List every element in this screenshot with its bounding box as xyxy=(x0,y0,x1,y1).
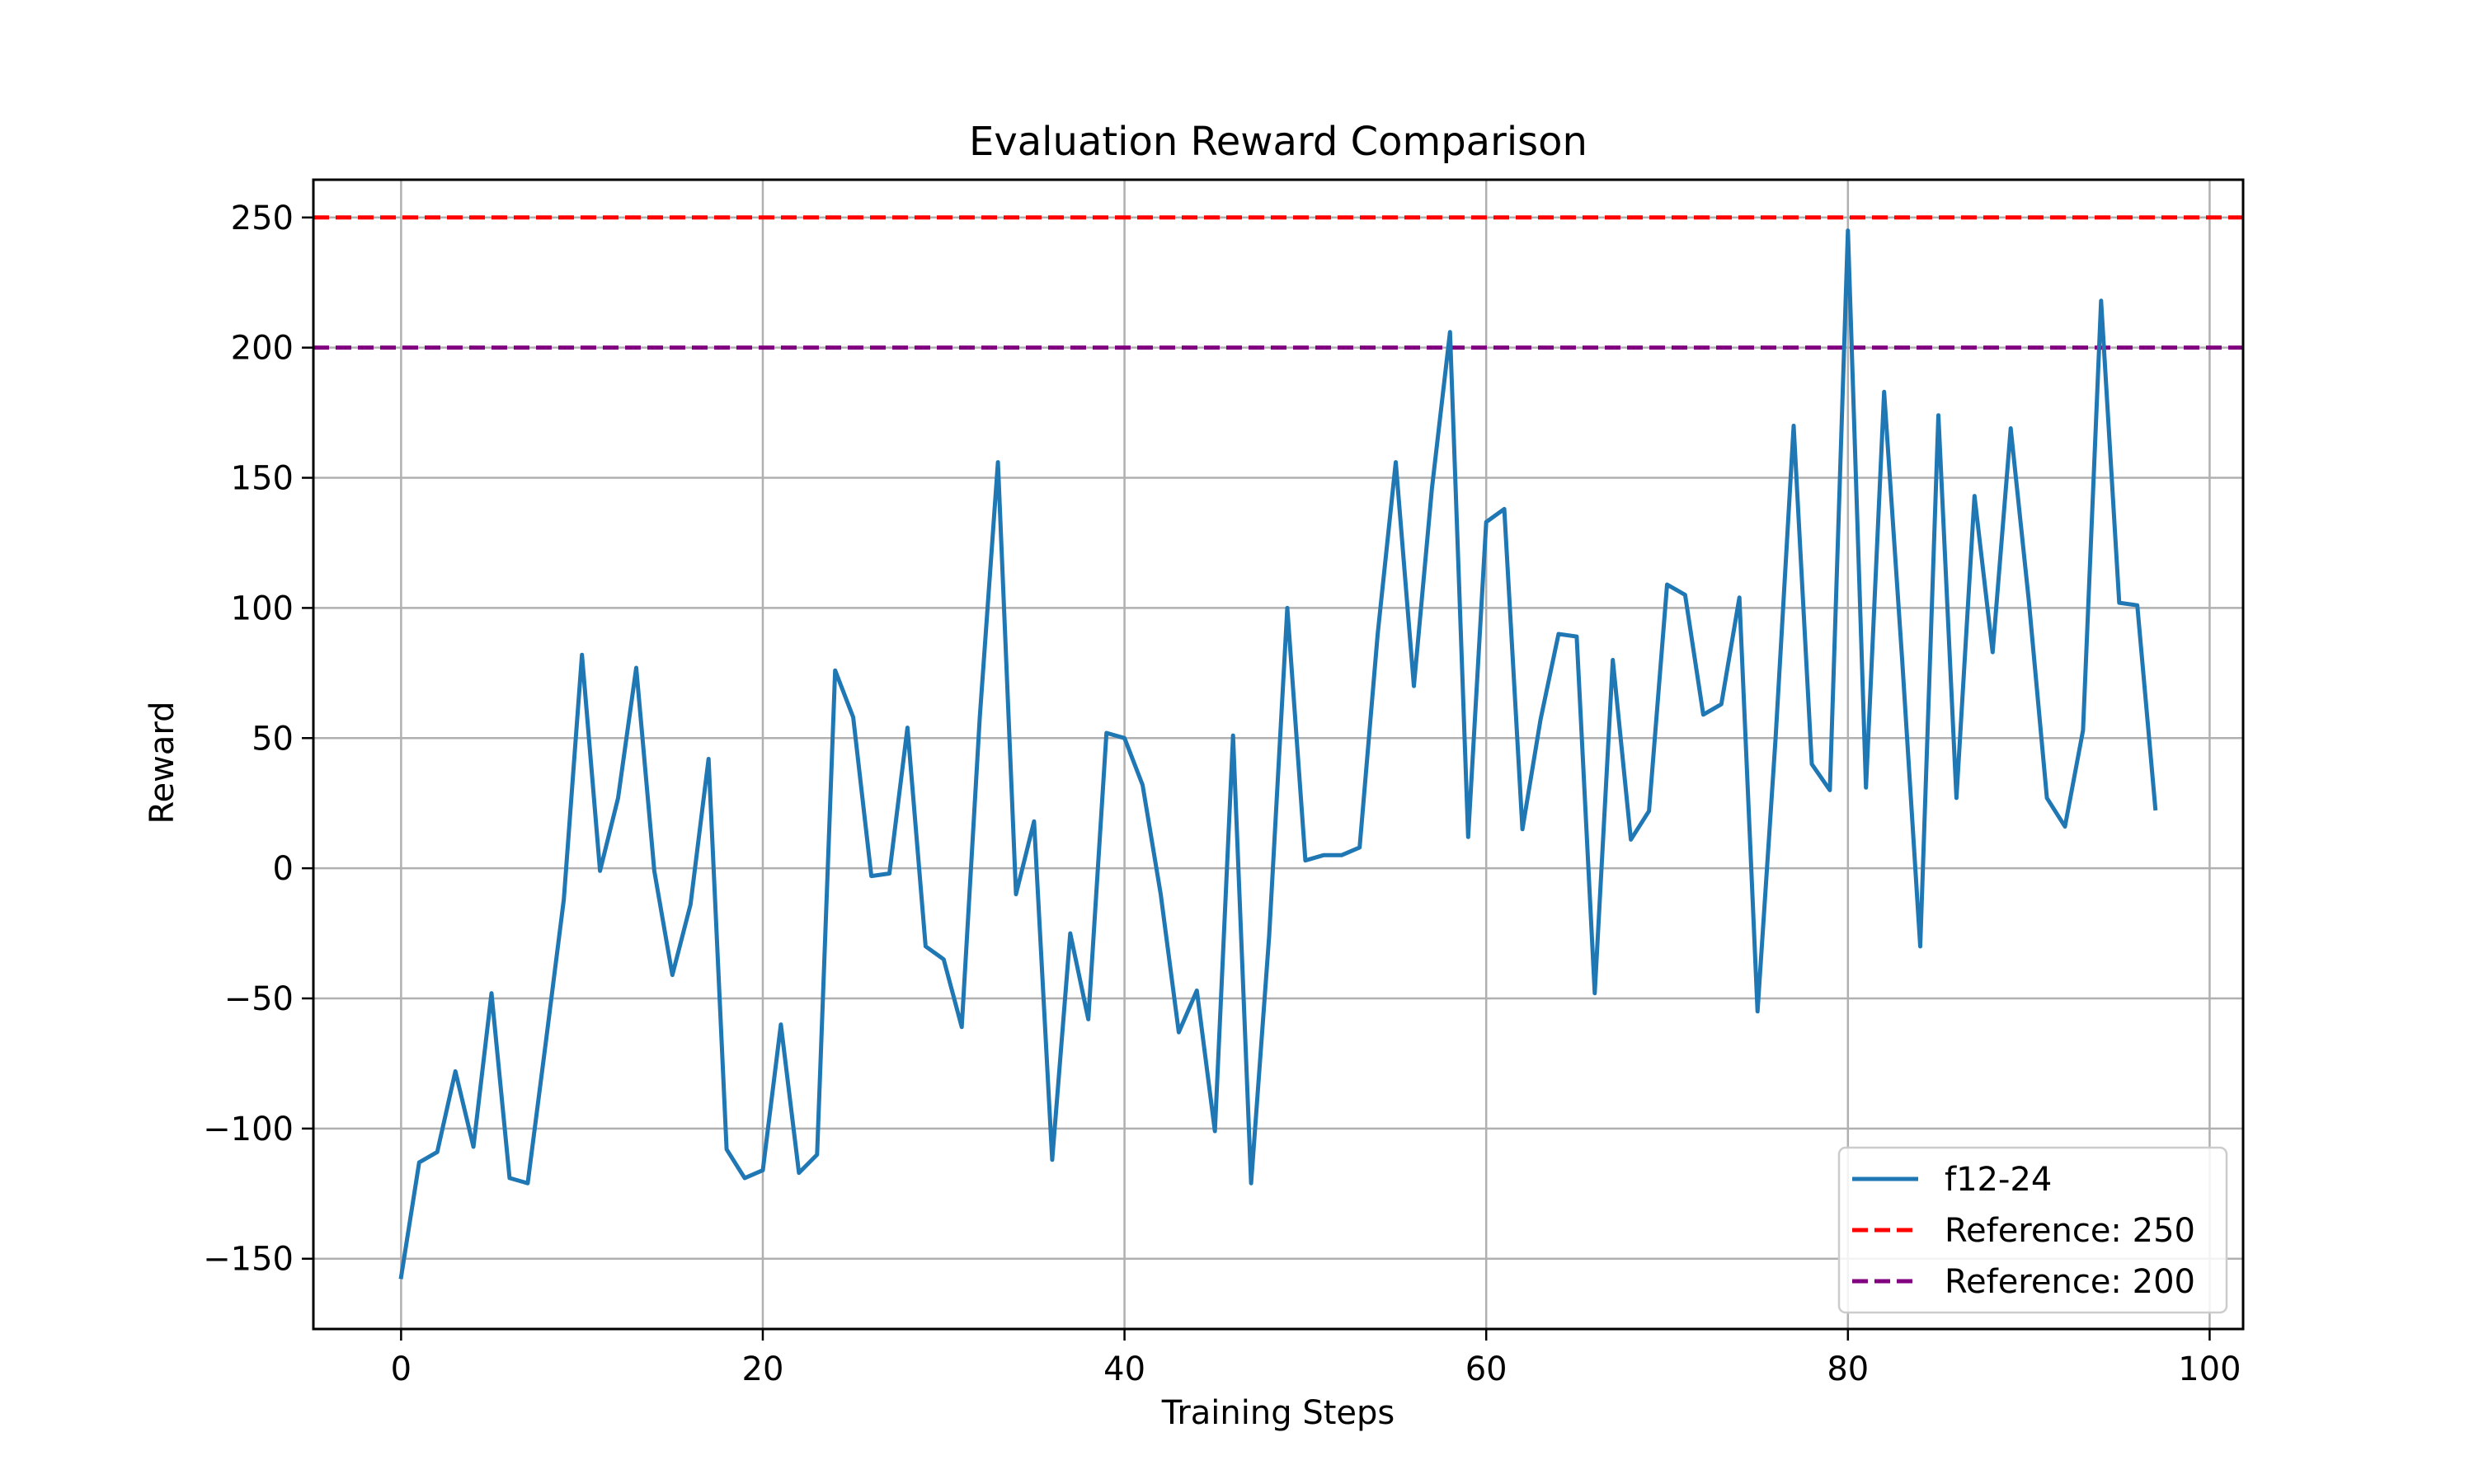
legend-label: Reference: 250 xyxy=(1945,1212,2195,1250)
x-tick-label: 40 xyxy=(1103,1350,1145,1388)
y-tick-label: 150 xyxy=(231,460,294,498)
plot-frame xyxy=(312,178,2245,1331)
x-tick-label: 0 xyxy=(391,1350,412,1388)
y-tick-label: 50 xyxy=(252,720,294,758)
legend: f12-24 Reference: 250 Reference: 200 xyxy=(1837,1146,2228,1314)
x-tick-label: 20 xyxy=(742,1350,784,1388)
legend-box xyxy=(1837,1146,2228,1314)
y-ticks: −150 −100 −50 0 50 100 150 200 250 xyxy=(203,200,313,1279)
y-tick-label: −150 xyxy=(203,1241,294,1279)
y-tick-label: 250 xyxy=(231,200,294,237)
chart-title: Evaluation Reward Comparison xyxy=(969,119,1587,165)
y-tick-label: 100 xyxy=(231,589,294,627)
y-axis-label: Reward xyxy=(143,702,181,824)
legend-label: f12-24 xyxy=(1945,1161,2052,1199)
x-tick-label: 60 xyxy=(1465,1350,1507,1388)
x-ticks: 0 20 40 60 80 100 xyxy=(391,1329,2241,1388)
series-line xyxy=(398,228,2158,1280)
legend-label: Reference: 200 xyxy=(1945,1263,2195,1301)
y-tick-label: −50 xyxy=(224,980,294,1018)
x-axis-label: Training Steps xyxy=(1161,1394,1395,1432)
y-tick-label: 200 xyxy=(231,330,294,368)
reference-lines xyxy=(313,215,2243,350)
series-lines xyxy=(398,228,2158,1280)
y-tick-label: 0 xyxy=(273,850,294,888)
x-tick-label: 80 xyxy=(1827,1350,1869,1388)
y-tick-label: −100 xyxy=(203,1111,294,1148)
x-tick-label: 100 xyxy=(2178,1350,2241,1388)
